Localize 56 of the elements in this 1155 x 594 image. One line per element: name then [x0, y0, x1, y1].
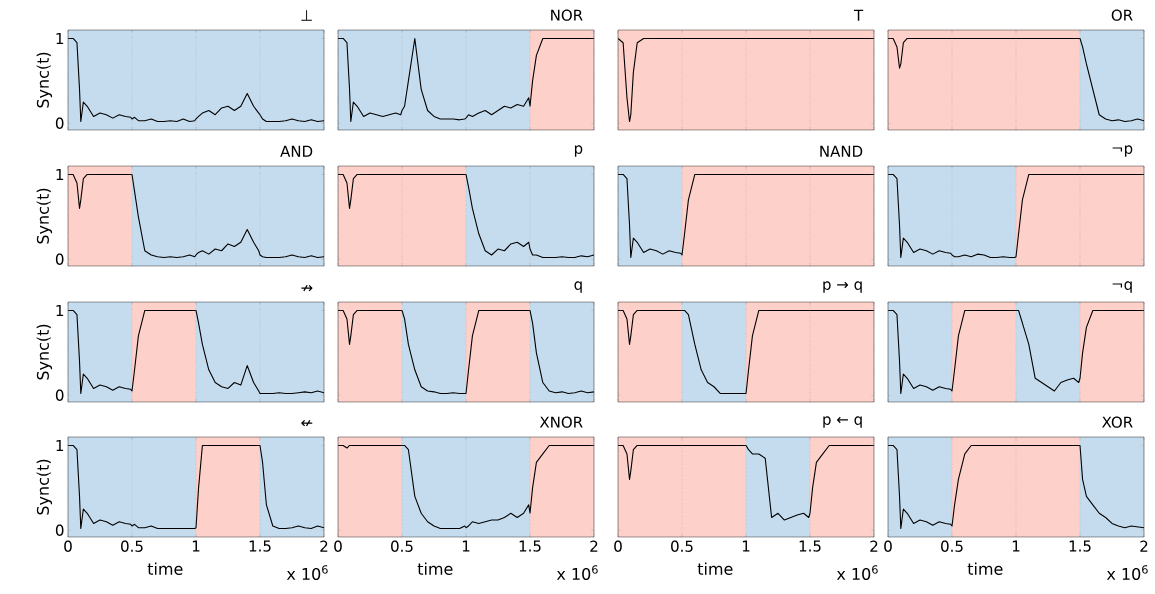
y-tick-label: 1	[56, 33, 64, 44]
chart-title: XOR	[1102, 416, 1133, 428]
chart-title: p	[574, 145, 583, 157]
x-tick-label: 2	[590, 540, 598, 552]
x-tick-label: 1	[742, 540, 750, 552]
x-tick-label: 1	[1012, 540, 1020, 552]
text: x 10$^{6}$	[1106, 565, 1148, 581]
x-axis-title: time	[697, 562, 733, 575]
chart-title: ¬p	[1112, 145, 1133, 157]
chart-title: ↚	[301, 419, 313, 427]
text: x 10$^{6}$	[836, 565, 878, 581]
chart-title: NAND	[820, 145, 863, 157]
x-tick-label: 1.5	[249, 540, 271, 552]
y-tick-label: 0	[55, 524, 64, 536]
text: x 10$^{6}$	[286, 565, 328, 581]
chart-title: p → q	[823, 281, 862, 293]
text: x 10$^{6}$	[556, 565, 598, 581]
chart-title: OR	[1111, 9, 1133, 21]
chart-title: q	[574, 281, 582, 293]
x-tick-label: 1	[192, 540, 200, 552]
x-tick-label: 2	[1140, 540, 1148, 552]
y-tick-label: 1	[56, 305, 64, 316]
y-tick-label: 1	[56, 440, 64, 451]
x-tick-label: 2	[870, 540, 878, 552]
chart-title: ↛	[301, 284, 313, 292]
chart-title: p ← q	[823, 416, 862, 428]
chart-title: NOR	[551, 9, 583, 21]
y-axis-title: Sync(t)	[36, 324, 53, 380]
x-tick-label: 1.5	[519, 540, 541, 552]
x-tick-label: 2	[320, 540, 328, 552]
x-tick-label: 1.5	[799, 540, 821, 552]
chart-title: ⊥	[301, 10, 312, 21]
x-tick-label: 1	[462, 540, 470, 552]
x-tick-label: 0.5	[671, 540, 693, 552]
y-tick-label: 0	[55, 389, 64, 401]
y-axis-title: Sync(t)	[36, 188, 53, 244]
x-tick-label: 0	[884, 540, 892, 552]
x-axis-title: time	[417, 562, 453, 575]
x-axis-title: time	[147, 562, 183, 575]
x-tick-label: 0.5	[941, 540, 963, 552]
x-tick-label: 0.5	[391, 540, 413, 552]
x-tick-label: 1.5	[1069, 540, 1091, 552]
x-axis-title: time	[967, 562, 1003, 575]
y-tick-label: 0	[55, 117, 64, 129]
chart-title: XNOR	[539, 416, 583, 428]
x-tick-label: 0	[64, 540, 72, 552]
chart-title: ¬q	[1112, 281, 1132, 293]
y-axis-title: Sync(t)	[36, 52, 53, 108]
y-tick-label: 1	[56, 169, 64, 180]
x-tick-label: 0.5	[121, 540, 143, 552]
x-tick-label: 0	[614, 540, 622, 552]
y-axis-title: Sync(t)	[36, 459, 53, 515]
y-tick-label: 0	[55, 253, 64, 265]
chart-title: T	[853, 9, 864, 21]
chart-title: AND	[280, 145, 313, 157]
x-tick-label: 0	[334, 540, 342, 552]
